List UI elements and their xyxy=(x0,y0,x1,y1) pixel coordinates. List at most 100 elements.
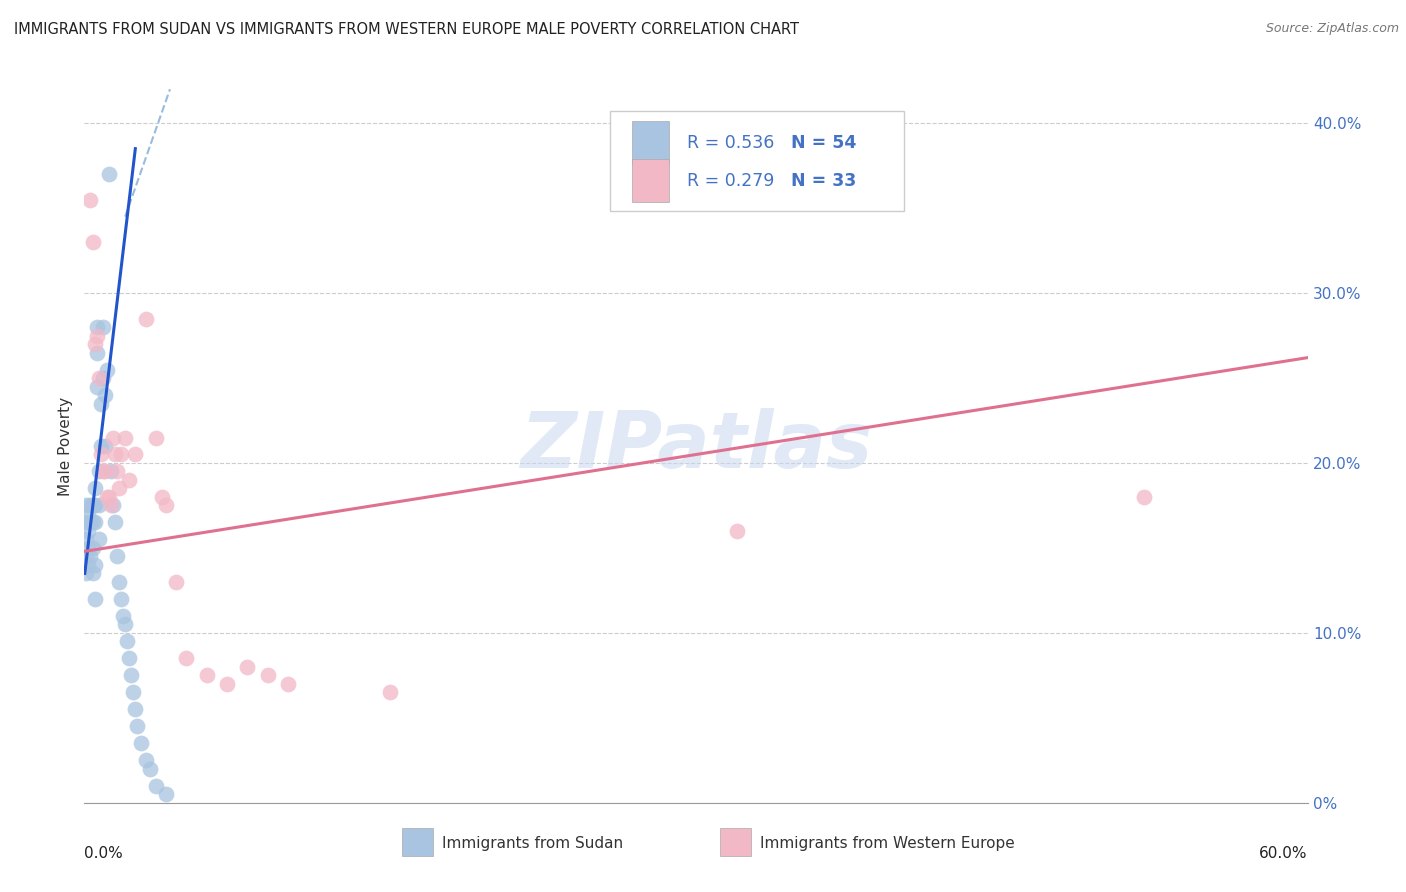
Point xyxy=(145,779,167,793)
Text: ZIPatlas: ZIPatlas xyxy=(520,408,872,484)
Point xyxy=(75,549,97,564)
Point xyxy=(155,499,177,513)
Point xyxy=(131,736,153,750)
Point xyxy=(135,311,157,326)
Point xyxy=(725,524,748,538)
Point xyxy=(86,328,108,343)
Point xyxy=(118,473,141,487)
Point xyxy=(138,762,160,776)
Point xyxy=(83,558,105,572)
Point xyxy=(104,516,127,530)
Point xyxy=(277,677,299,691)
Point xyxy=(90,396,112,410)
Point xyxy=(86,320,108,334)
Text: R = 0.536: R = 0.536 xyxy=(688,134,775,152)
Point xyxy=(165,574,187,589)
Point xyxy=(145,430,167,444)
Point xyxy=(112,608,135,623)
Point xyxy=(122,685,145,699)
Point xyxy=(75,499,97,513)
Bar xyxy=(720,828,751,856)
Point xyxy=(91,320,114,334)
Point xyxy=(110,448,132,462)
Point xyxy=(82,566,104,581)
Point xyxy=(83,516,105,530)
FancyBboxPatch shape xyxy=(610,111,904,211)
Point xyxy=(176,651,198,665)
Text: 60.0%: 60.0% xyxy=(1260,846,1308,861)
Point xyxy=(124,702,146,716)
Text: N = 33: N = 33 xyxy=(792,171,856,189)
Point xyxy=(87,465,110,479)
Point xyxy=(1133,490,1156,504)
Point xyxy=(155,787,177,801)
Point xyxy=(77,558,100,572)
Point xyxy=(96,362,118,376)
Point xyxy=(115,634,138,648)
Bar xyxy=(402,828,433,856)
Point xyxy=(75,566,97,581)
Point xyxy=(87,371,110,385)
Point xyxy=(82,516,104,530)
Point xyxy=(96,490,118,504)
Point xyxy=(83,591,105,606)
Point xyxy=(75,516,97,530)
Point xyxy=(110,591,132,606)
Bar xyxy=(633,159,669,202)
Point xyxy=(114,617,136,632)
Point xyxy=(104,448,127,462)
Point xyxy=(380,685,402,699)
Point xyxy=(83,482,105,496)
Point xyxy=(83,499,105,513)
Text: N = 54: N = 54 xyxy=(792,134,856,152)
Point xyxy=(195,668,218,682)
Point xyxy=(97,167,120,181)
Text: Immigrants from Western Europe: Immigrants from Western Europe xyxy=(759,836,1014,851)
Point xyxy=(77,524,100,538)
Point xyxy=(105,465,128,479)
Point xyxy=(97,490,120,504)
Point xyxy=(93,388,117,402)
Point xyxy=(87,499,110,513)
Point xyxy=(87,533,110,547)
Point xyxy=(135,753,157,767)
Point xyxy=(79,516,101,530)
Point xyxy=(82,499,104,513)
Text: IMMIGRANTS FROM SUDAN VS IMMIGRANTS FROM WESTERN EUROPE MALE POVERTY CORRELATION: IMMIGRANTS FROM SUDAN VS IMMIGRANTS FROM… xyxy=(14,22,799,37)
Point xyxy=(82,235,104,249)
Point xyxy=(86,379,108,393)
Point xyxy=(101,499,124,513)
Point xyxy=(77,507,100,521)
Point xyxy=(79,499,101,513)
Text: Immigrants from Sudan: Immigrants from Sudan xyxy=(441,836,623,851)
Bar xyxy=(633,121,669,164)
Point xyxy=(236,660,259,674)
Point xyxy=(90,448,112,462)
Point xyxy=(114,430,136,444)
Point xyxy=(79,193,101,207)
Point xyxy=(100,465,122,479)
Point xyxy=(120,668,142,682)
Point xyxy=(118,651,141,665)
Point xyxy=(127,719,149,733)
Point xyxy=(91,371,114,385)
Y-axis label: Male Poverty: Male Poverty xyxy=(58,396,73,496)
Point xyxy=(75,533,97,547)
Point xyxy=(124,448,146,462)
Point xyxy=(79,549,101,564)
Point xyxy=(257,668,280,682)
Point xyxy=(101,430,124,444)
Text: 0.0%: 0.0% xyxy=(84,846,124,861)
Text: R = 0.279: R = 0.279 xyxy=(688,171,775,189)
Point xyxy=(93,465,117,479)
Point xyxy=(90,439,112,453)
Point xyxy=(108,482,131,496)
Point xyxy=(100,499,122,513)
Point xyxy=(83,337,105,351)
Point xyxy=(93,439,117,453)
Point xyxy=(77,541,100,555)
Point xyxy=(82,541,104,555)
Point xyxy=(86,345,108,359)
Point xyxy=(217,677,239,691)
Text: Source: ZipAtlas.com: Source: ZipAtlas.com xyxy=(1265,22,1399,36)
